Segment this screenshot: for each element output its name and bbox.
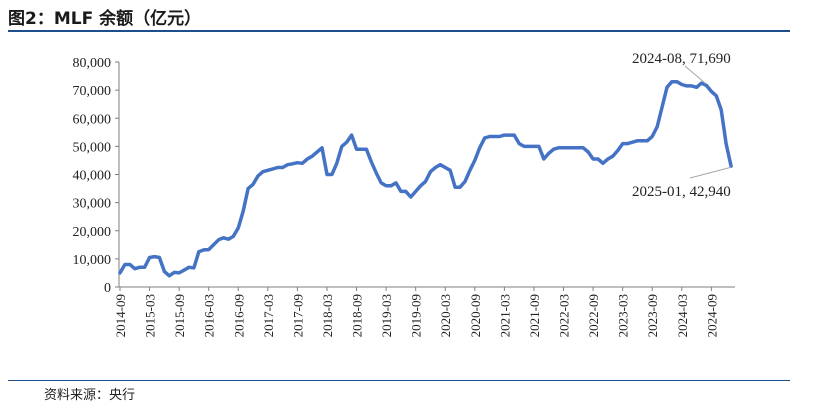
x-tick-label: 2020-03 bbox=[438, 294, 453, 337]
y-tick-label: 20,000 bbox=[73, 225, 112, 240]
annotation-label: 2024-08, 71,690 bbox=[632, 51, 731, 67]
x-tick-label: 2023-09 bbox=[645, 294, 660, 337]
x-tick-label: 2019-09 bbox=[409, 294, 424, 337]
annotation-label: 2025-01, 42,940 bbox=[632, 184, 731, 200]
x-tick-label: 2014-09 bbox=[113, 294, 128, 337]
y-tick-label: 30,000 bbox=[73, 197, 112, 212]
x-tick-label: 2015-03 bbox=[143, 294, 158, 337]
y-tick-label: 10,000 bbox=[73, 253, 112, 268]
source-note: 资料来源：央行 bbox=[44, 388, 136, 403]
x-tick-label: 2015-09 bbox=[172, 294, 187, 337]
annotation-leader bbox=[684, 65, 706, 84]
annotation-leader bbox=[689, 166, 732, 179]
y-tick-label: 60,000 bbox=[73, 112, 112, 127]
y-tick-label: 80,000 bbox=[73, 56, 112, 71]
x-tick-label: 2019-03 bbox=[379, 294, 394, 337]
x-tick-label: 2016-09 bbox=[231, 294, 246, 337]
x-tick-label: 2017-09 bbox=[290, 294, 305, 337]
axes bbox=[115, 61, 735, 291]
x-axis-labels: 2014-09 2015-03 2015-09 2016-03 2016-09 2017-… bbox=[113, 294, 719, 337]
chart-title: 图2：MLF 余额（亿元） bbox=[8, 9, 202, 29]
y-tick-label: 0 bbox=[104, 281, 111, 296]
y-tick-label: 40,000 bbox=[73, 169, 112, 184]
title-divider bbox=[8, 30, 790, 32]
x-tick-label: 2021-03 bbox=[497, 294, 512, 337]
x-tick-label: 2018-03 bbox=[320, 294, 335, 337]
annotations: 2024-08, 71,690 2025-01, 42,940 bbox=[632, 51, 732, 200]
x-tick-label: 2017-03 bbox=[261, 294, 276, 337]
x-tick-label: 2024-03 bbox=[675, 294, 690, 337]
series-line bbox=[118, 79, 733, 278]
x-tick-label: 2022-03 bbox=[557, 294, 572, 337]
x-tick-label: 2023-03 bbox=[616, 294, 631, 337]
x-tick-label: 2024-09 bbox=[704, 294, 719, 337]
x-tick-label: 2021-09 bbox=[527, 294, 542, 337]
y-tick-label: 50,000 bbox=[73, 140, 112, 155]
x-tick-label: 2018-09 bbox=[350, 294, 365, 337]
x-tick-label: 2020-09 bbox=[468, 294, 483, 337]
source-divider bbox=[8, 380, 790, 381]
y-tick-label: 70,000 bbox=[73, 84, 112, 99]
x-tick-label: 2016-03 bbox=[202, 294, 217, 337]
y-axis-labels: 0 10,000 20,000 30,000 40,000 50,000 60,000 70,… bbox=[73, 56, 112, 296]
x-tick-label: 2022-09 bbox=[586, 294, 601, 337]
